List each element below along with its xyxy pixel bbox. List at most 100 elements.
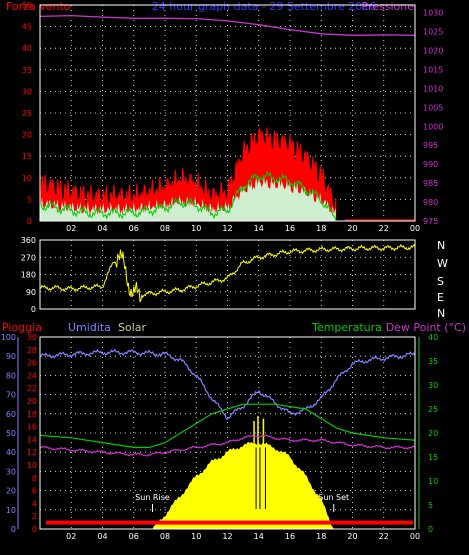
p1-left-tick-30: 30 [22, 87, 32, 96]
humidity-tick-100: 100 [1, 333, 16, 342]
sunrise-label: Sun Rise [135, 493, 170, 502]
humidity-tick-0: 0 [11, 525, 16, 534]
p3-frame [39, 336, 416, 530]
p1-left-tick-35: 35 [22, 66, 32, 75]
rain-label: Pioggia [2, 321, 42, 334]
p1-right-tick-990: 990 [423, 160, 438, 169]
p3-xtick-12: 12 [222, 532, 232, 541]
p1-xtick-22: 22 [379, 224, 389, 233]
p1-left-tick-45: 45 [22, 23, 32, 32]
p1-xtick-10: 10 [191, 224, 201, 233]
p1-right-tick-1020: 1020 [423, 46, 443, 55]
dir-label-w: W [437, 257, 448, 270]
rain-tick-24: 24 [27, 371, 37, 380]
humidity-tick-50: 50 [6, 429, 16, 438]
dewpoint-label: Dew Point (°C) [386, 321, 466, 334]
p1-xtick-16: 16 [285, 224, 295, 233]
humidity-tick-30: 30 [6, 467, 16, 476]
rain-tick-22: 22 [27, 384, 37, 393]
p3-xtick-18: 18 [316, 532, 326, 541]
p3-xtick-16: 16 [285, 532, 295, 541]
rain-tick-16: 16 [27, 423, 37, 432]
p1-xtick-14: 14 [254, 224, 264, 233]
wind-pressure-panel: 0510152025303540455097598098599099510001… [22, 1, 444, 233]
temp-tick-20: 20 [428, 429, 438, 438]
rain-tick-30: 30 [27, 333, 37, 342]
p3-xtick-10: 10 [191, 532, 201, 541]
p2-tick-270: 270 [21, 253, 36, 262]
p1-xtick-20: 20 [347, 224, 357, 233]
p1-left-tick-40: 40 [22, 44, 32, 53]
wind-direction-panel: 0 90 180 270 360 [21, 236, 416, 314]
sunset-label: Sun Set [318, 493, 349, 502]
temp-tick-30: 30 [428, 381, 438, 390]
rain-bar [46, 520, 413, 525]
rain-tick-20: 20 [27, 397, 37, 406]
temp-tick-15: 15 [428, 453, 438, 462]
dir-label-n-top: N [437, 239, 445, 252]
p1-xtick-02: 02 [66, 224, 76, 233]
p2-tick-180: 180 [21, 271, 36, 280]
wind-speed-label: Forza vento [6, 0, 71, 13]
p1-frame [39, 4, 416, 222]
solar-area [40, 442, 415, 529]
p1-right-tick-975: 975 [423, 217, 438, 226]
humidity-tick-10: 10 [6, 506, 16, 515]
p3-xtick-14: 14 [254, 532, 264, 541]
humidity-label: Umidita [68, 321, 111, 334]
p1-right-tick-985: 985 [423, 179, 438, 188]
p1-right-tick-1025: 1025 [423, 28, 443, 37]
temp-tick-10: 10 [428, 477, 438, 486]
rain-tick-26: 26 [27, 359, 37, 368]
humidity-tick-60: 60 [6, 410, 16, 419]
p1-right-tick-995: 995 [423, 141, 438, 150]
rain-tick-8: 8 [32, 474, 37, 483]
p1-xtick-12: 12 [222, 224, 232, 233]
temp-tick-40: 40 [428, 333, 438, 342]
p1-right-tick-1005: 1005 [423, 103, 443, 112]
solar-label: Solar [118, 321, 147, 334]
p2-tick-0: 0 [31, 305, 36, 314]
temp-tick-25: 25 [428, 405, 438, 414]
p1-left-tick-20: 20 [22, 131, 32, 140]
humidity-line [39, 348, 416, 420]
p1-right-tick-1010: 1010 [423, 84, 443, 93]
p3-xtick-20: 20 [347, 532, 357, 541]
pressure-line [39, 14, 416, 36]
rain-tick-4: 4 [32, 499, 37, 508]
dir-label-n-bottom: N [437, 307, 445, 320]
p2-frame [39, 239, 416, 310]
dir-label-s: S [437, 275, 444, 288]
p3-xtick-08: 08 [160, 532, 170, 541]
humidity-tick-70: 70 [6, 391, 16, 400]
p3-xtick-00: 00 [410, 532, 420, 541]
p1-xtick-04: 04 [97, 224, 107, 233]
wind-avg-line [39, 170, 337, 222]
p1-left-tick-0: 0 [27, 217, 32, 226]
p3-xtick-06: 06 [129, 532, 139, 541]
p1-right-tick-980: 980 [423, 198, 438, 207]
rain-tick-14: 14 [27, 435, 37, 444]
rain-tick-6: 6 [32, 487, 37, 496]
p1-left-tick-15: 15 [22, 152, 32, 161]
rain-tick-12: 12 [27, 448, 37, 457]
p1-xtick-18: 18 [316, 224, 326, 233]
humidity-tick-90: 90 [6, 352, 16, 361]
temperature-label: Temperatura [311, 321, 382, 334]
p1-right-tick-1000: 1000 [423, 122, 443, 131]
dir-label-e: E [437, 291, 444, 304]
p3-xtick-22: 22 [379, 532, 389, 541]
p1-xtick-08: 08 [160, 224, 170, 233]
p1-left-tick-10: 10 [22, 174, 32, 183]
p1-left-tick-50: 50 [22, 1, 32, 10]
rain-tick-28: 28 [27, 346, 37, 355]
rain-tick-2: 2 [32, 512, 37, 521]
humidity-tick-20: 20 [6, 487, 16, 496]
temp-tick-35: 35 [428, 357, 438, 366]
p1-xtick-00: 00 [410, 224, 420, 233]
rain-tick-0: 0 [32, 525, 37, 534]
rain-tick-10: 10 [27, 461, 37, 470]
p1-left-tick-5: 5 [27, 195, 32, 204]
rain-tick-18: 18 [27, 410, 37, 419]
